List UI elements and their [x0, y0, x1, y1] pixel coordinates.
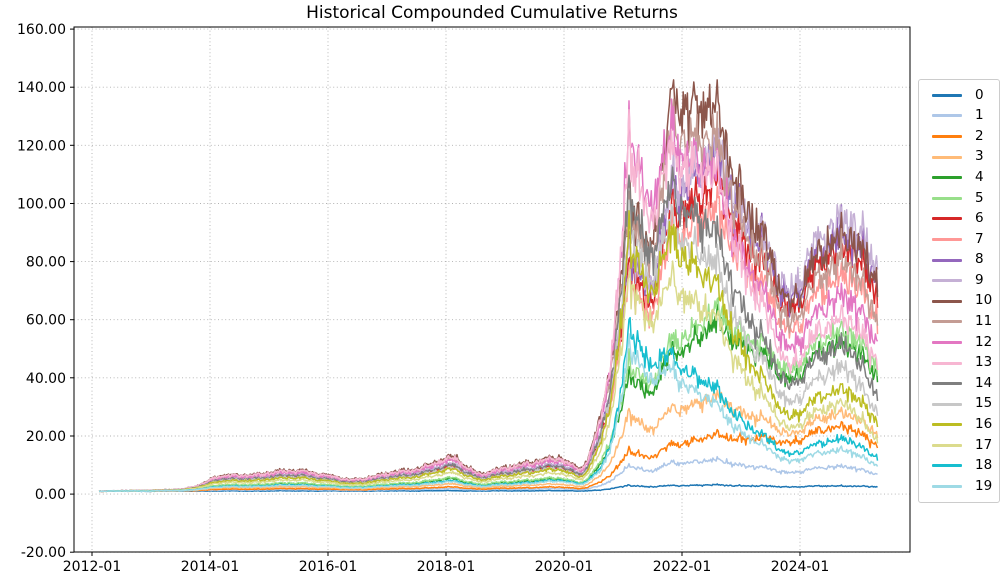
legend-line-swatch	[932, 134, 962, 138]
legend-line-swatch	[932, 464, 962, 468]
legend-entry: 16	[919, 415, 999, 436]
legend-entry: 13	[919, 353, 999, 374]
legend-entry-label: 17	[975, 436, 993, 453]
y-tick-label: 60.00	[26, 313, 66, 329]
legend-line-swatch	[932, 176, 962, 180]
legend-entry-label: 8	[975, 251, 984, 268]
legend-entry-label: 2	[975, 127, 984, 144]
legend-entry: 2	[919, 126, 999, 147]
legend-entry-label: 16	[975, 416, 993, 433]
series-lines	[98, 79, 879, 493]
x-axis: 2012-01 2014-01 2016-01 2018-01 2020-01 2022-…	[63, 552, 830, 575]
series-line-13	[98, 109, 879, 493]
series-line-4	[98, 303, 879, 493]
legend-line-swatch	[932, 299, 962, 303]
legend-line-swatch	[932, 279, 962, 283]
legend-entry: 14	[919, 373, 999, 394]
legend-line-swatch	[932, 340, 962, 344]
legend-line-swatch	[932, 423, 962, 427]
legend-entry: 12	[919, 332, 999, 353]
legend-line-swatch	[932, 485, 962, 489]
series-line-1	[98, 455, 878, 493]
legend-entry: 19	[919, 476, 999, 497]
y-tick-label: 140.00	[17, 80, 66, 96]
legend-line-swatch	[932, 155, 962, 159]
y-tick-label: 80.00	[26, 255, 66, 271]
legend-entry: 15	[919, 394, 999, 415]
legend-entry-label: 3	[975, 148, 984, 165]
legend-entry: 18	[919, 456, 999, 477]
x-tick-label: 2024-01	[771, 559, 830, 575]
legend-entry: 6	[919, 209, 999, 230]
legend-line-swatch	[932, 114, 962, 118]
legend-line-swatch	[932, 217, 962, 221]
series-line-18	[98, 316, 879, 493]
legend-line-swatch	[932, 382, 962, 386]
legend-entry-label: 11	[975, 313, 993, 330]
y-tick-label: 120.00	[17, 138, 66, 154]
legend-entry-label: 15	[975, 395, 993, 412]
legend-entry-label: 19	[975, 477, 993, 494]
series-line-16	[99, 210, 879, 493]
legend-line-swatch	[932, 320, 962, 324]
legend-entry: 8	[919, 250, 999, 271]
legend-entry-label: 10	[975, 292, 993, 309]
legend-entry-label: 13	[975, 354, 993, 371]
legend-entry-label: 0	[975, 86, 984, 103]
legend: 0 1 2 3 4 5 6 7 8 9 10 11 12 13 14 15 16 17 18 19	[918, 79, 1000, 503]
legend-line-swatch	[932, 258, 962, 262]
series-line-19	[99, 333, 879, 493]
legend-line-swatch	[932, 402, 962, 406]
legend-entry-label: 12	[975, 333, 993, 350]
x-tick-label: 2020-01	[535, 559, 594, 575]
legend-entry-label: 18	[975, 457, 993, 474]
series-line-17	[99, 260, 879, 493]
legend-entry: 9	[919, 270, 999, 291]
x-tick-label: 2016-01	[299, 559, 358, 575]
y-tick-label: 20.00	[26, 429, 66, 445]
x-tick-label: 2014-01	[181, 559, 240, 575]
legend-entry: 5	[919, 188, 999, 209]
x-tick-label: 2012-01	[63, 559, 122, 575]
y-tick-label: 160.00	[17, 22, 66, 38]
y-tick-label: 100.00	[17, 197, 66, 213]
axes-frame	[73, 26, 911, 553]
legend-entry: 10	[919, 291, 999, 312]
series-line-15	[99, 199, 879, 493]
series-line-0	[98, 483, 878, 493]
legend-entry-label: 4	[975, 168, 984, 185]
legend-entry-label: 6	[975, 210, 984, 227]
legend-entry: 4	[919, 167, 999, 188]
legend-entry: 1	[919, 106, 999, 127]
series-line-2	[98, 420, 879, 493]
legend-line-swatch	[932, 443, 962, 447]
legend-line-swatch	[932, 196, 962, 200]
chart-title: Historical Compounded Cumulative Returns	[306, 3, 678, 23]
legend-line-swatch	[932, 237, 962, 241]
legend-line-swatch	[932, 361, 962, 365]
legend-line-swatch	[932, 93, 962, 97]
legend-entry: 7	[919, 229, 999, 250]
legend-entry-label: 5	[975, 189, 984, 206]
legend-entry: 0	[919, 85, 999, 106]
x-tick-label: 2018-01	[417, 559, 476, 575]
y-tick-label: -20.00	[21, 545, 66, 561]
legend-entry-label: 14	[975, 374, 993, 391]
legend-entry: 17	[919, 435, 999, 456]
legend-entry-label: 9	[975, 271, 984, 288]
legend-entry-label: 1	[975, 107, 984, 124]
y-tick-label: 0.00	[35, 487, 66, 503]
legend-entry: 11	[919, 312, 999, 333]
series-line-5	[99, 297, 879, 493]
x-tick-label: 2022-01	[653, 559, 712, 575]
legend-entry: 3	[919, 147, 999, 168]
y-axis: 160.00 140.00 120.00 100.00 80.00 60.00 40.00 2…	[17, 22, 74, 561]
legend-entry-label: 7	[975, 230, 984, 247]
y-tick-label: 40.00	[26, 371, 66, 387]
